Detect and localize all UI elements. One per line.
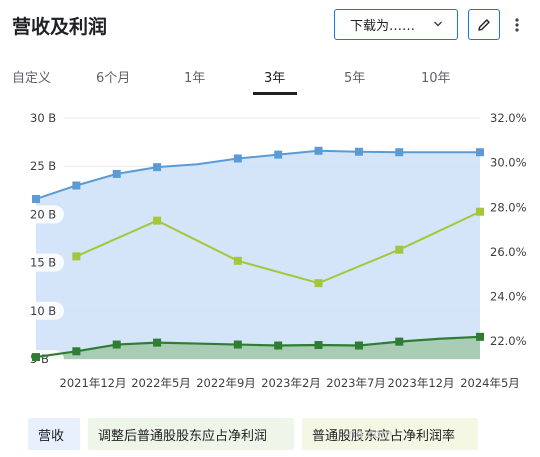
net-income-line (35, 335, 481, 359)
y-left-tick-label: 25 B (30, 159, 56, 173)
net-income-point (32, 353, 40, 362)
y-right-tick-label: 28.0% (490, 200, 527, 214)
chevron-down-icon (434, 21, 442, 27)
revenue-profit-chart: 30 B25 B20 B15 B10 B5 B32.0%30.0%28.0%26… (24, 110, 527, 390)
download-dropdown[interactable]: 下载为…… (334, 9, 458, 40)
x-tick-label: 2022年9月 (196, 376, 256, 390)
revenue-point (32, 194, 40, 203)
x-tick-label: 2023年2月 (261, 376, 321, 390)
y-left-tick-label: 10 B (30, 304, 56, 318)
x-tick-label: 2021年12月 (60, 376, 127, 390)
revenue-point (72, 181, 81, 190)
revenue-point (395, 148, 404, 157)
y-left-tick-label: 30 B (30, 111, 56, 125)
y-left-label-bg (24, 253, 64, 272)
net-income-point (476, 332, 484, 341)
tab-3-years[interactable]: 3年 (264, 71, 286, 86)
revenue-area (36, 150, 480, 359)
net-income-point (233, 340, 242, 349)
page-title: 营收及利润 (12, 16, 108, 38)
watermark-text: ng.com (348, 427, 393, 441)
active-tab-indicator (253, 92, 297, 95)
y-right-tick-label: 24.0% (490, 290, 527, 304)
tab-10-years[interactable]: 10年 (421, 71, 451, 86)
range-tabs: 自定义 6个月 1年 3年 5年 10年 (0, 60, 540, 96)
revenue-point (274, 150, 283, 159)
more-options-button[interactable] (509, 13, 525, 37)
y-right-tick-label: 26.0% (490, 245, 527, 259)
x-tick-label: 2023年7月 (326, 376, 386, 390)
net-margin-point (72, 252, 81, 261)
net-income-point (72, 347, 81, 356)
x-tick-label: 2024年5月 (460, 376, 520, 390)
net-margin-line (75, 210, 481, 285)
net-margin-point (153, 216, 162, 225)
legend-revenue-label: 营收 (38, 428, 65, 444)
legend-net-margin[interactable]: 普通股股东应占净利润率 (302, 418, 478, 450)
net-income-point (395, 337, 404, 346)
legend-revenue[interactable]: 营收 (28, 418, 80, 450)
revenue-point (112, 169, 121, 178)
y-left-label-bg (24, 205, 64, 224)
tab-custom[interactable]: 自定义 (12, 71, 52, 86)
revenue-point (476, 148, 484, 157)
y-left-label-bg (24, 110, 64, 127)
revenue-point (314, 146, 323, 155)
tab-1-year[interactable]: 1年 (184, 71, 206, 86)
y-right-tick-label: 30.0% (490, 156, 527, 170)
y-left-tick-label: 20 B (30, 207, 56, 221)
more-vertical-icon (515, 18, 519, 32)
net-margin-point (395, 245, 404, 254)
y-right-tick-label: 32.0% (490, 111, 527, 125)
net-margin-point (314, 279, 323, 288)
revenue-point (354, 147, 363, 156)
legend-net-income-label: 调整后普通股股东应占净利润 (98, 428, 268, 444)
download-label: 下载为…… (350, 19, 416, 34)
tab-5-years[interactable]: 5年 (344, 71, 366, 86)
x-tick-label: 2023年12月 (388, 376, 455, 390)
pencil-icon (478, 18, 490, 31)
legend-net-margin-label: 普通股股东应占净利润率 (312, 428, 456, 444)
net-margin-point (476, 207, 484, 216)
revenue-point (153, 163, 162, 172)
net-income-point (354, 341, 363, 350)
net-income-point (274, 341, 283, 350)
revenue-line (35, 149, 480, 200)
net-margin-point (233, 256, 242, 265)
net-income-point (112, 340, 121, 349)
y-left-label-bg (24, 157, 64, 176)
net-income-point (314, 341, 323, 350)
legend-net-income[interactable]: 调整后普通股股东应占净利润 (88, 418, 294, 450)
x-tick-label: 2022年5月 (131, 376, 191, 390)
tab-6-months[interactable]: 6个月 (96, 71, 131, 86)
revenue-point (233, 154, 242, 163)
net-income-point (153, 338, 162, 347)
net-income-area (36, 336, 480, 359)
y-right-tick-label: 22.0% (490, 334, 527, 348)
y-left-tick-label: 15 B (30, 256, 56, 270)
y-left-label-bg (24, 301, 64, 320)
edit-button[interactable] (468, 9, 500, 40)
